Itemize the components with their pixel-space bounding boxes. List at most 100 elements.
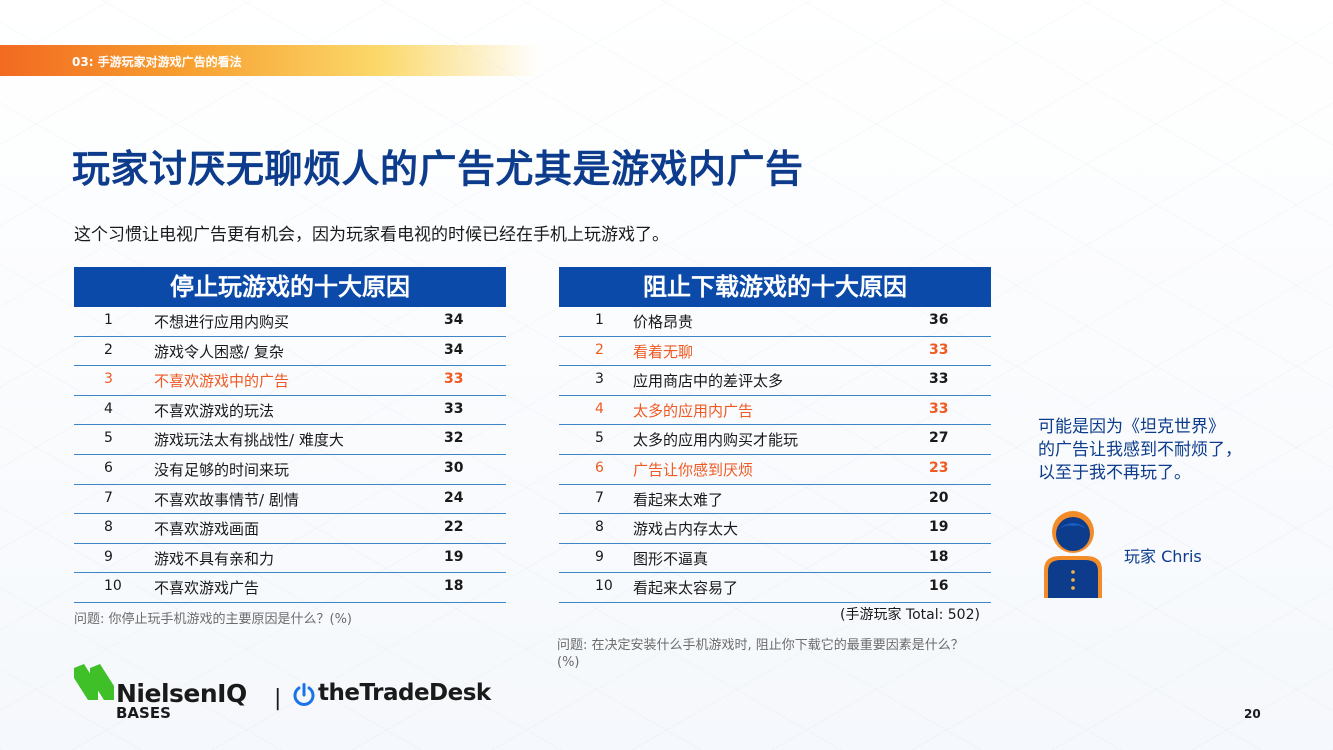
stop-playing-table: 停止玩游戏的十大原因 1 不想进行应用内购买 34 2 游戏令人困惑/ 复杂 34 3 不… xyxy=(74,267,506,603)
row-value: 33 xyxy=(929,400,949,417)
row-rank: 7 xyxy=(104,489,113,506)
quote-speaker: 玩家 Chris xyxy=(1124,547,1202,566)
row-label: 不喜欢游戏画面 xyxy=(154,520,260,539)
row-value: 32 xyxy=(444,430,464,447)
row-value: 33 xyxy=(929,341,949,358)
row-value: 33 xyxy=(444,371,464,388)
row-value: 20 xyxy=(929,489,949,506)
table-row: 2 游戏令人困惑/ 复杂 34 xyxy=(74,337,506,367)
logo-separator: | xyxy=(274,686,282,711)
row-value: 19 xyxy=(444,548,464,565)
row-rank: 6 xyxy=(104,459,113,476)
section-banner: 03: 手游玩家对游戏广告的看法 xyxy=(0,45,540,76)
table-row: 1 价格昂贵 36 xyxy=(559,307,991,337)
row-value: 27 xyxy=(929,430,949,447)
nielseniq-wordmark: NielsenIQ xyxy=(116,679,247,708)
page-subtitle: 这个习惯让电视广告更有机会，因为玩家看电视的时候已经在手机上玩游戏了。 xyxy=(74,225,669,245)
table-row: 7 不喜欢故事情节/ 剧情 24 xyxy=(74,485,506,515)
row-rank: 2 xyxy=(104,341,113,358)
row-label: 不喜欢游戏中的广告 xyxy=(154,372,290,391)
row-label: 应用商店中的差评太多 xyxy=(633,372,784,391)
table-row: 4 不喜欢游戏的玩法 33 xyxy=(74,396,506,426)
stop-download-rows: 1 价格昂贵 36 2 看着无聊 33 3 应用商店中的差评太多 33 4 太多的应用内广告 3… xyxy=(559,307,991,603)
footer-logos: NielsenIQ BASES | theTradeDesk xyxy=(74,664,491,724)
row-label: 看起来太难了 xyxy=(633,490,724,509)
row-value: 33 xyxy=(444,400,464,417)
table-row-highlighted: 4 太多的应用内广告 33 xyxy=(559,396,991,426)
sample-total: (手游玩家 Total: 502) xyxy=(840,607,980,623)
table-row: 5 太多的应用内购买才能玩 27 xyxy=(559,425,991,455)
table-row: 8 游戏占内存太大 19 xyxy=(559,514,991,544)
row-value: 24 xyxy=(444,489,464,506)
table-row: 9 游戏不具有亲和力 19 xyxy=(74,544,506,574)
row-rank: 3 xyxy=(104,371,113,388)
table-row: 9 图形不逼真 18 xyxy=(559,544,991,574)
row-rank: 9 xyxy=(104,548,113,565)
row-label: 不喜欢游戏的玩法 xyxy=(154,401,275,420)
row-rank: 9 xyxy=(595,548,604,565)
row-rank: 6 xyxy=(595,459,604,476)
section-label: 03: 手游玩家对游戏广告的看法 xyxy=(72,55,242,69)
row-value: 23 xyxy=(929,459,949,476)
row-value: 19 xyxy=(929,519,949,536)
row-rank: 10 xyxy=(595,578,613,595)
stop-playing-question-note: 问题: 你停止玩手机游戏的主要原因是什么？(%) xyxy=(74,612,353,627)
row-value: 16 xyxy=(929,578,949,595)
row-rank: 8 xyxy=(104,519,113,536)
row-value: 22 xyxy=(444,519,464,536)
tradedesk-power-icon xyxy=(293,683,315,706)
table-row-highlighted: 6 广告让你感到厌烦 23 xyxy=(559,455,991,485)
row-value: 18 xyxy=(444,578,464,595)
row-rank: 1 xyxy=(104,312,113,328)
page-title: 玩家讨厌无聊烦人的广告尤其是游戏内广告 xyxy=(72,147,804,191)
stop-playing-rows: 1 不想进行应用内购买 34 2 游戏令人困惑/ 复杂 34 3 不喜欢游戏中的广告 33 … xyxy=(74,307,506,603)
row-label: 不想进行应用内购买 xyxy=(154,313,290,331)
row-label: 游戏不具有亲和力 xyxy=(154,549,275,568)
row-label: 游戏占内存太大 xyxy=(633,520,739,539)
row-label: 广告让你感到厌烦 xyxy=(633,460,754,479)
page-number: 20 xyxy=(1244,707,1261,721)
row-rank: 3 xyxy=(595,371,604,388)
row-rank: 5 xyxy=(104,430,113,447)
row-value: 34 xyxy=(444,312,464,328)
row-value: 33 xyxy=(929,371,949,388)
stop-download-question-note: 问题: 在决定安装什么手机游戏时, 阻止你下载它的最重要因素是什么？(%) xyxy=(557,638,964,670)
row-rank: 4 xyxy=(595,400,604,417)
table-row: 3 应用商店中的差评太多 33 xyxy=(559,366,991,396)
row-label: 游戏玩法太有挑战性/ 难度大 xyxy=(154,431,344,450)
table-row-highlighted: 3 不喜欢游戏中的广告 33 xyxy=(74,366,506,396)
table-row: 10 看起来太容易了 16 xyxy=(559,573,991,603)
row-value: 18 xyxy=(929,548,949,565)
row-label: 太多的应用内购买才能玩 xyxy=(633,431,799,450)
player-avatar-icon xyxy=(1044,511,1102,598)
row-rank: 10 xyxy=(104,578,122,595)
row-label: 看起来太容易了 xyxy=(633,579,739,598)
quote-line: 以至于我不再玩了。 xyxy=(1038,463,1191,483)
table-row: 1 不想进行应用内购买 34 xyxy=(74,307,506,337)
stop-download-table-header: 阻止下载游戏的十大原因 xyxy=(559,267,991,307)
table-row-highlighted: 2 看着无聊 33 xyxy=(559,337,991,367)
row-label: 价格昂贵 xyxy=(633,313,694,331)
quote-line: 可能是因为《坦克世界》 xyxy=(1038,417,1225,437)
row-rank: 2 xyxy=(595,341,604,358)
tradedesk-wordmark: theTradeDesk xyxy=(318,680,491,706)
row-value: 34 xyxy=(444,341,464,358)
row-rank: 5 xyxy=(595,430,604,447)
table-row: 5 游戏玩法太有挑战性/ 难度大 32 xyxy=(74,425,506,455)
row-label: 看着无聊 xyxy=(633,342,694,361)
table-row: 7 看起来太难了 20 xyxy=(559,485,991,515)
player-quote: 可能是因为《坦克世界》 的广告让我感到不耐烦了， 以至于我不再玩了。 xyxy=(1038,416,1242,485)
table-row: 10 不喜欢游戏广告 18 xyxy=(74,573,506,603)
nielseniq-logo-icon xyxy=(74,664,114,700)
row-label: 不喜欢游戏广告 xyxy=(154,579,260,598)
row-value: 36 xyxy=(929,312,949,328)
table-row: 6 没有足够的时间来玩 30 xyxy=(74,455,506,485)
stop-playing-table-header: 停止玩游戏的十大原因 xyxy=(74,267,506,307)
row-label: 没有足够的时间来玩 xyxy=(154,460,290,479)
row-rank: 8 xyxy=(595,519,604,536)
row-rank: 4 xyxy=(104,400,113,417)
row-rank: 1 xyxy=(595,312,604,328)
row-label: 不喜欢故事情节/ 剧情 xyxy=(154,490,299,509)
table-row: 8 不喜欢游戏画面 22 xyxy=(74,514,506,544)
